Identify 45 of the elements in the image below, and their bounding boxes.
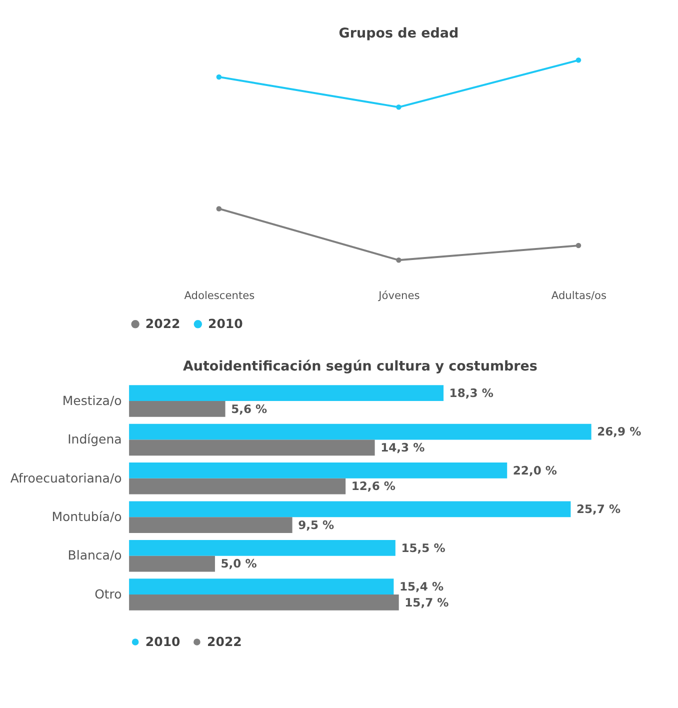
y-tick-label: Indígena bbox=[68, 432, 122, 447]
bar bbox=[129, 517, 292, 533]
data-label: 22,0 % bbox=[512, 463, 558, 478]
y-tick-label: Blanca/o bbox=[68, 548, 122, 563]
bar bbox=[129, 578, 394, 595]
y-tick-label: Otro bbox=[94, 586, 122, 602]
legend-label: 2010 bbox=[145, 634, 181, 649]
chart-title: Grupos de edad bbox=[338, 25, 459, 42]
data-label: 15,5 % bbox=[401, 540, 446, 555]
data-label: 12,6 % bbox=[351, 479, 396, 494]
data-label: 5,6 % bbox=[231, 402, 268, 416]
data-label: 9,5 % bbox=[298, 518, 335, 532]
chart-title: Autoidentificación según cultura y costumbres bbox=[182, 358, 538, 375]
data-label: 15,4 % bbox=[399, 579, 444, 594]
bar bbox=[129, 385, 444, 402]
x-tick-label: Jóvenes bbox=[378, 290, 420, 302]
x-tick-label: Adultas/os bbox=[551, 290, 607, 302]
point bbox=[216, 206, 222, 212]
bar bbox=[129, 462, 508, 478]
point bbox=[396, 257, 402, 263]
y-tick-label: Montubía/o bbox=[52, 508, 122, 524]
bar bbox=[129, 501, 571, 518]
data-label: 26,9 % bbox=[597, 424, 642, 439]
legend-label: 2022 bbox=[145, 316, 180, 332]
bar bbox=[129, 440, 375, 456]
x-tick-label: Adolescentes bbox=[184, 290, 255, 302]
legend-label: 2010 bbox=[208, 316, 244, 332]
point bbox=[576, 242, 582, 248]
bar bbox=[129, 540, 396, 556]
point bbox=[216, 74, 222, 80]
data-label: 18,3 % bbox=[449, 386, 494, 400]
data-label: 14,3 % bbox=[380, 440, 426, 454]
legend-label: 2022 bbox=[207, 634, 242, 649]
data-label: 15,7 % bbox=[404, 595, 450, 610]
data-label: 25,7 % bbox=[576, 502, 621, 516]
bar bbox=[129, 594, 399, 610]
y-tick-label: Afroecuatoriana/o bbox=[10, 470, 122, 486]
point bbox=[396, 104, 402, 110]
point bbox=[576, 58, 582, 63]
bar bbox=[129, 424, 592, 440]
data-label: 5,0 % bbox=[220, 556, 258, 571]
bar bbox=[129, 556, 215, 572]
y-tick-label: Mestiza/o bbox=[62, 392, 122, 408]
bar bbox=[129, 401, 226, 417]
bar bbox=[129, 478, 346, 494]
